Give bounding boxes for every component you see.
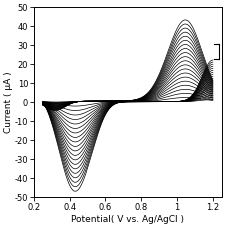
Y-axis label: Current ( μA ): Current ( μA ) — [4, 72, 13, 133]
X-axis label: Potential( V vs. Ag/AgCl ): Potential( V vs. Ag/AgCl ) — [71, 214, 183, 223]
